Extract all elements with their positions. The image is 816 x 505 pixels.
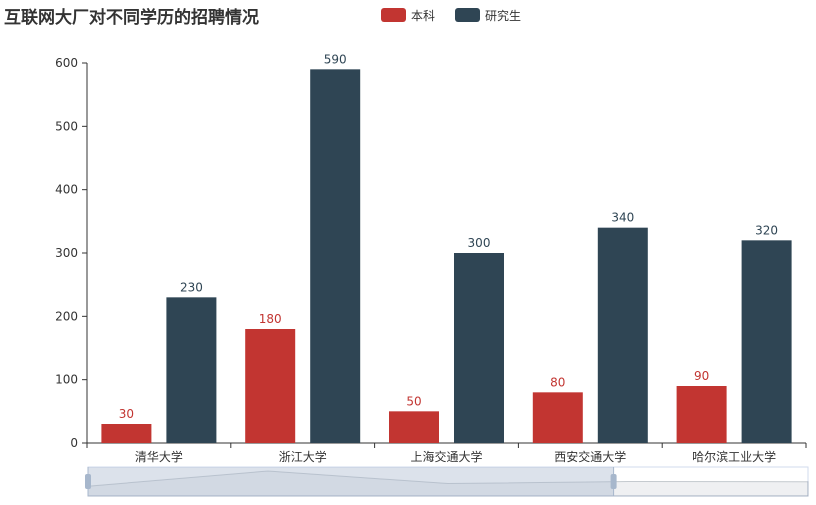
x-tick-label: 上海交通大学 [410,449,482,464]
datazoom-window[interactable] [88,467,614,496]
chart-title: 互联网大厂对不同学历的招聘情况 [4,7,259,28]
legend-label[interactable]: 本科 [411,9,435,23]
data-label: 50 [406,394,421,408]
y-tick-label: 0 [70,436,78,450]
data-label: 230 [180,280,203,294]
bar [389,411,439,443]
y-tick-label: 100 [55,373,78,387]
data-label: 80 [550,375,565,389]
data-label: 90 [694,369,709,383]
bar [741,240,792,443]
data-label: 590 [324,52,347,66]
x-tick-label: 浙江大学 [279,449,327,464]
bar [310,69,361,443]
data-label: 180 [259,312,282,326]
legend-label[interactable]: 研究生 [485,8,521,23]
y-tick-label: 600 [55,56,78,70]
bar [597,227,648,443]
y-tick-label: 400 [55,183,78,197]
y-tick-label: 200 [55,309,78,323]
axes: 0 100 200 300 400 500 600 清华大学 浙江大学 上海交通大学 西安交通大学 哈… [55,56,807,464]
y-tick-label: 300 [55,246,78,260]
legend-swatch[interactable] [455,8,480,22]
y-tick-label: 500 [55,119,78,133]
datazoom-shadow [87,470,809,497]
data-label: 300 [468,236,491,250]
bar [454,253,504,443]
legend: 本科 研究生 [381,8,521,23]
legend-swatch[interactable] [381,8,406,22]
datazoom-slider[interactable] [85,466,809,497]
x-tick-label: 哈尔滨工业大学 [692,449,776,464]
x-tick-label: 西安交通大学 [554,449,626,464]
bar [676,386,727,443]
bars: 30 180 50 80 90 230 590 300 340 320 [101,52,792,443]
data-label: 30 [119,407,134,421]
bar [245,329,296,443]
data-label: 340 [611,211,634,225]
bar [101,424,152,443]
bar [532,392,583,443]
data-label: 320 [755,223,778,237]
x-tick-label: 清华大学 [135,449,183,464]
bar [166,297,217,443]
